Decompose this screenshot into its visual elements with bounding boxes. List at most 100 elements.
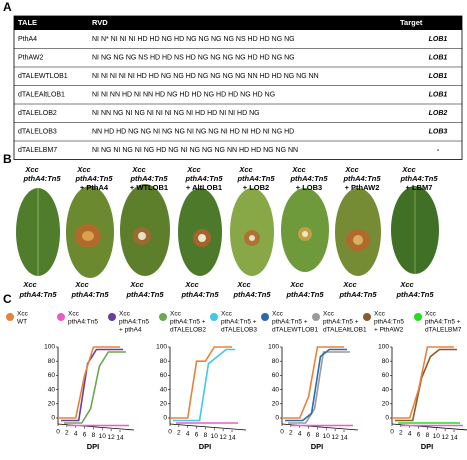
leaf-top-label: Xcc: [291, 165, 306, 174]
leaf-bottom-label: pthA4:Tn5: [70, 290, 109, 299]
y-tick-label: 100: [156, 344, 167, 351]
series-line: [395, 348, 457, 422]
leaf-top-label: Xcc: [76, 165, 91, 174]
legend-label: pthA4:Tn5 +: [272, 319, 308, 326]
leaf-bottom-label: pthA4:Tn5: [125, 290, 164, 299]
leaf-top-label: Xcc: [186, 165, 201, 174]
table-cell: NI NI NI NI NI HD HD NG NG HD NG NG NG N…: [92, 73, 319, 80]
y-tick-label: 80: [272, 358, 280, 365]
table-cell: dTALEAltLOB1: [18, 92, 65, 99]
table-cell: LOB1: [429, 92, 448, 99]
y-tick-label: 40: [272, 386, 280, 393]
x-tick-label: 8: [426, 432, 430, 439]
table-cell: NI NG NG NG NS HD HD NS HD NG NG NG NG H…: [92, 55, 295, 62]
x-tick-label: 10: [211, 433, 219, 440]
legend-swatch: [6, 313, 14, 321]
legend-label: + pthA4: [119, 327, 142, 334]
leaf-bottom-label: pthA4:Tn5: [18, 290, 57, 299]
leaf-top-label: Xcc: [344, 165, 359, 174]
leaf-top-label: pthA4:Tn5: [236, 174, 275, 183]
table-cell: NI NN NG NI NG NI NI NI NG NI HD HD NI N…: [92, 110, 260, 117]
legend-label: dTALELOB2: [170, 327, 206, 334]
table-cell: LOB1: [429, 55, 448, 62]
legend-label: pthA4:Tn5 +: [425, 319, 461, 326]
y-tick-label: 60: [48, 372, 56, 379]
x-tick-label: 10: [323, 433, 331, 440]
x-tick-label: 12: [108, 434, 116, 441]
y-tick-label: 0: [385, 415, 389, 422]
x-tick-label: 12: [332, 434, 340, 441]
x-tick-label: 12: [220, 434, 228, 441]
table-cell: PthAW2: [18, 55, 44, 62]
x-tick-label: 14: [116, 435, 124, 442]
table-cell: -: [437, 147, 440, 154]
y-tick-label: 100: [378, 344, 389, 351]
legend-label: Xcc: [17, 311, 29, 318]
leaf-bottom-label: Xcc: [236, 280, 251, 289]
leaf-top-label: pthA4:Tn5: [289, 174, 328, 183]
legend-label: pthA4:Tn5: [119, 319, 149, 326]
y-tick-label: 80: [48, 358, 56, 365]
legend-label: Xcc: [323, 311, 335, 318]
leaf-bottom-label: Xcc: [399, 280, 414, 289]
table-border: [13, 15, 463, 160]
x-tick-label: 14: [340, 435, 348, 442]
legend-swatch: [57, 313, 65, 321]
leaf-top-label: pthA4:Tn5: [184, 174, 223, 183]
table-cell: dTALELBM7: [18, 147, 57, 154]
x-tick-label: 14: [450, 435, 458, 442]
leaf-top-label: Xcc: [238, 165, 253, 174]
table-cell: PthA4: [18, 36, 37, 43]
series-line: [285, 348, 347, 422]
legend-label: Xcc: [374, 311, 386, 318]
legend-label: dTALEWTLOB1: [272, 327, 319, 334]
leaf-bottom-label: Xcc: [129, 280, 144, 289]
y-tick-label: 40: [48, 386, 56, 393]
legend-label: pthA4:Tn5: [68, 319, 98, 326]
leaf-bottom-label: pthA4:Tn5: [338, 290, 377, 299]
y-tick-label: 60: [272, 372, 280, 379]
series-line: [173, 348, 235, 422]
leaf-bottom-label: pthA4:Tn5: [285, 290, 324, 299]
legend-swatch: [414, 313, 422, 321]
table-cell: NI N* NI NI NI HD HD NG HD NG NG NG NG N…: [92, 36, 295, 43]
leaf-bottom-label: Xcc: [74, 280, 89, 289]
y-tick-label: 80: [382, 358, 390, 365]
legend-label: dTALELBM7: [425, 327, 462, 334]
legend-label: Xcc: [425, 311, 437, 318]
leaf-bottom-label: pthA4:Tn5: [232, 290, 271, 299]
leaf-bottom-label: pthA4:Tn5: [395, 290, 434, 299]
x-tick-label: 6: [83, 431, 87, 438]
leaf-bottom-label: Xcc: [342, 280, 357, 289]
leaf-top-label: pthA4:Tn5: [399, 174, 438, 183]
leaf-top-label: Xcc: [24, 165, 39, 174]
leaf-bottom-label: Xcc: [184, 280, 199, 289]
x-tick-label: 2: [65, 430, 69, 437]
legend-label: Xcc: [68, 311, 80, 318]
panel-letter: A: [3, 0, 12, 14]
x-tick-label: 4: [408, 430, 412, 437]
table-cell: NI NI NN HD NI NN HD NG HD HD NG HD HD N…: [92, 92, 275, 99]
panel-letter: B: [3, 152, 12, 166]
x-tick-label: 6: [195, 431, 199, 438]
leaf-bottom-label: Xcc: [22, 280, 37, 289]
leaf-top-label: Xcc: [401, 165, 416, 174]
x-tick-label: 6: [307, 431, 311, 438]
legend-swatch: [312, 313, 320, 321]
leaf-top-label: pthA4:Tn5: [74, 174, 113, 183]
x-axis-title: DPI: [199, 442, 212, 451]
x-tick-label: 10: [433, 433, 441, 440]
legend-label: pthA4:Tn5: [374, 319, 404, 326]
x-tick-label: 0: [390, 429, 394, 436]
x-tick-label: 0: [168, 429, 172, 436]
y-tick-label: 100: [44, 344, 55, 351]
legend-label: Xcc: [221, 311, 233, 318]
table-header: Target: [400, 18, 423, 27]
series-line: [170, 346, 232, 419]
x-axis-title: DPI: [311, 442, 324, 451]
y-tick-label: 20: [272, 401, 280, 408]
y-tick-label: 20: [48, 401, 56, 408]
leaf-bottom-label: pthA4:Tn5: [180, 290, 219, 299]
x-tick-label: 8: [204, 432, 208, 439]
